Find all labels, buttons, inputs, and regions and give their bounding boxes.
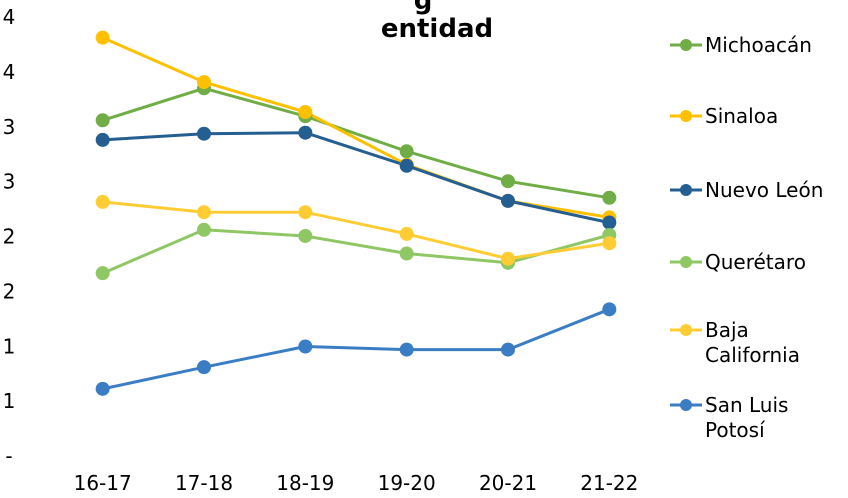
y-tick-label: 3 — [3, 170, 16, 194]
legend-marker-symbol — [680, 39, 692, 51]
legend-label: California — [705, 343, 800, 367]
data-point — [298, 228, 313, 243]
legend-item: Sinaloa — [670, 104, 778, 128]
legend-label: Baja — [705, 318, 749, 342]
data-point — [602, 190, 617, 205]
y-tick-label: 2 — [3, 279, 16, 303]
legend-marker-symbol — [680, 110, 692, 122]
data-point — [95, 30, 110, 45]
y-tick-label: 4 — [3, 60, 16, 84]
series-line — [101, 307, 611, 391]
data-point — [602, 215, 617, 230]
data-point — [197, 75, 211, 90]
data-point — [501, 174, 515, 189]
data-point — [399, 342, 414, 357]
y-axis-tick-labels: 4 4 3 3 2 2 1 1 - — [3, 5, 16, 468]
legend-marker-symbol — [680, 256, 692, 268]
x-axis-tick-labels: 16-17 17-18 18-19 19-20 20-21 21-22 — [74, 471, 639, 495]
x-tick-label: 17-18 — [175, 471, 233, 495]
series-lines — [101, 36, 611, 391]
series-line — [101, 36, 611, 219]
data-point — [95, 113, 110, 128]
x-tick-label: 21-22 — [580, 471, 638, 495]
legend-label: Michoacán — [705, 33, 812, 57]
data-point — [399, 226, 414, 241]
data-point — [298, 205, 313, 220]
legend-item: Querétaro — [670, 250, 806, 274]
x-tick-label: 19-20 — [378, 471, 436, 495]
legend-item: Nuevo León — [670, 178, 823, 202]
chart-title-line-2: entidad — [381, 14, 493, 44]
legend-label: Sinaloa — [705, 104, 778, 128]
legend-item: Michoacán — [670, 33, 812, 57]
data-point — [95, 194, 110, 209]
data-point — [602, 236, 617, 251]
data-point — [399, 246, 414, 261]
data-point — [95, 132, 110, 147]
data-point — [602, 302, 617, 317]
chart-title: g entidad — [381, 0, 493, 44]
series-line — [101, 131, 611, 225]
series-line — [101, 228, 611, 275]
x-tick-label: 16-17 — [74, 471, 132, 495]
y-tick-label: 4 — [3, 5, 16, 29]
legend-marker-symbol — [680, 184, 692, 196]
y-tick-label: - — [5, 444, 12, 468]
legend-marker-symbol — [680, 399, 692, 411]
y-tick-label: 3 — [3, 115, 16, 139]
y-tick-label: 1 — [3, 389, 16, 413]
data-point — [197, 360, 211, 375]
data-point — [501, 251, 515, 266]
legend-label: Querétaro — [705, 250, 806, 274]
legend: Michoacán Sinaloa Nuevo León Querétaro BajaC… — [670, 33, 823, 442]
data-point — [95, 381, 110, 396]
x-tick-label: 20-21 — [479, 471, 537, 495]
x-tick-label: 18-19 — [276, 471, 334, 495]
data-point — [197, 222, 211, 237]
data-point — [298, 339, 313, 354]
series-line — [101, 86, 611, 200]
data-point — [298, 105, 313, 120]
data-point — [501, 193, 515, 208]
chart-title-line-1: g — [414, 0, 433, 16]
legend-label: Nuevo León — [705, 178, 823, 202]
data-point — [399, 144, 414, 159]
data-point — [197, 126, 211, 141]
series-line — [101, 200, 611, 261]
data-point — [298, 125, 313, 140]
legend-label: San Luis — [705, 393, 788, 417]
legend-label: Potosí — [705, 418, 766, 442]
series-points — [95, 30, 617, 396]
legend-marker-symbol — [680, 324, 692, 336]
y-tick-label: 1 — [3, 334, 16, 358]
data-point — [501, 342, 515, 357]
y-tick-label: 2 — [3, 225, 16, 249]
data-point — [197, 205, 211, 220]
data-point — [399, 158, 414, 173]
data-point — [95, 266, 110, 281]
